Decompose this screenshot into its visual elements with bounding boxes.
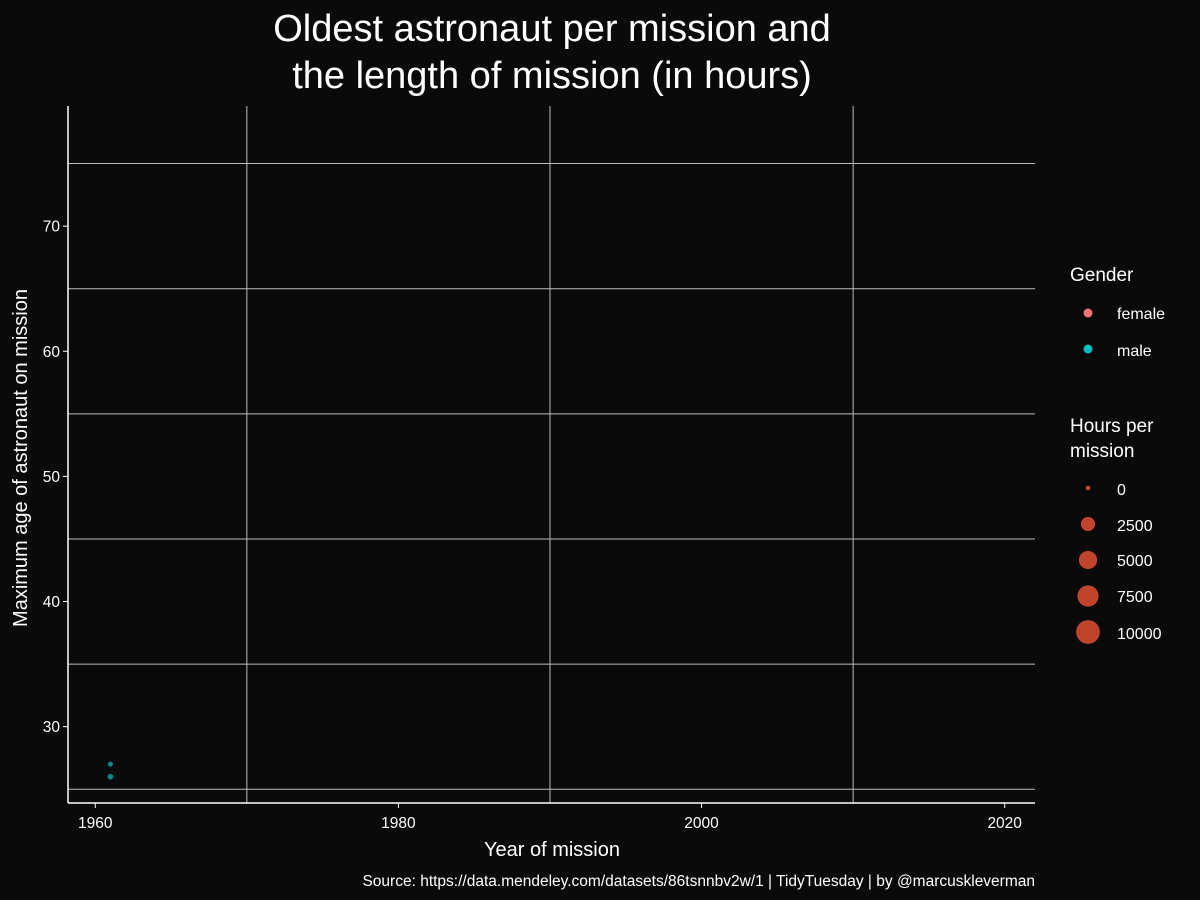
legend-hours-key-0	[1085, 485, 1091, 491]
legend-hours-keys	[1076, 485, 1100, 644]
legend-hours: Hours per mission 0 2500 5000 7500 10000	[1070, 416, 1162, 644]
grid-layer	[68, 106, 1035, 803]
y-tick-label-30: 30	[43, 719, 61, 736]
legend-hours-key-10000	[1076, 620, 1100, 644]
chart-caption: Source: https://data.mendeley.com/datase…	[362, 873, 1035, 890]
legend-hours-title-line-1: Hours per	[1070, 416, 1154, 437]
data-points	[107, 761, 114, 780]
legend-gender: Gender female male	[1070, 265, 1165, 360]
legend-label-male: male	[1117, 343, 1152, 360]
x-tick-label-1960: 1960	[78, 815, 113, 832]
y-tick-label-40: 40	[43, 594, 61, 611]
legend-hours-label-2500: 2500	[1117, 518, 1153, 535]
x-tick-label-2020: 2020	[987, 815, 1022, 832]
legend-hours-label-5000: 5000	[1117, 553, 1153, 570]
legend-key-female	[1083, 308, 1093, 318]
data-point-male-0	[107, 761, 113, 767]
chart-title: Oldest astronaut per mission and the len…	[273, 8, 831, 97]
x-axis-label: Year of mission	[484, 839, 620, 861]
legend-label-female: female	[1117, 306, 1165, 323]
legend-hours-label-7500: 7500	[1117, 589, 1153, 606]
chart-title-line-2: the length of mission (in hours)	[292, 55, 812, 97]
legend-hours-key-5000	[1078, 550, 1098, 570]
y-axis-label: Maximum age of astronaut on mission	[10, 289, 32, 627]
x-tick-label-2000: 2000	[684, 815, 719, 832]
legend-hours-label-10000: 10000	[1117, 626, 1162, 643]
y-tick-label-50: 50	[43, 469, 61, 486]
legend-hours-title-line-2: mission	[1070, 441, 1134, 462]
data-point-male-1	[107, 773, 114, 780]
legend-hours-key-7500	[1077, 585, 1099, 607]
legend-key-male	[1083, 344, 1093, 354]
tick-labels: 30 40 50 60 70 1960 1980 2000 2020	[43, 219, 1023, 832]
x-tick-label-1980: 1980	[381, 815, 416, 832]
chart-title-line-1: Oldest astronaut per mission and	[273, 8, 831, 50]
axis-layer	[63, 106, 1035, 808]
y-tick-label-60: 60	[43, 344, 61, 361]
legend-hours-key-2500	[1080, 516, 1096, 532]
y-tick-label-70: 70	[43, 219, 61, 236]
legend-gender-title: Gender	[1070, 265, 1134, 286]
legend-hours-label-0: 0	[1117, 482, 1126, 499]
